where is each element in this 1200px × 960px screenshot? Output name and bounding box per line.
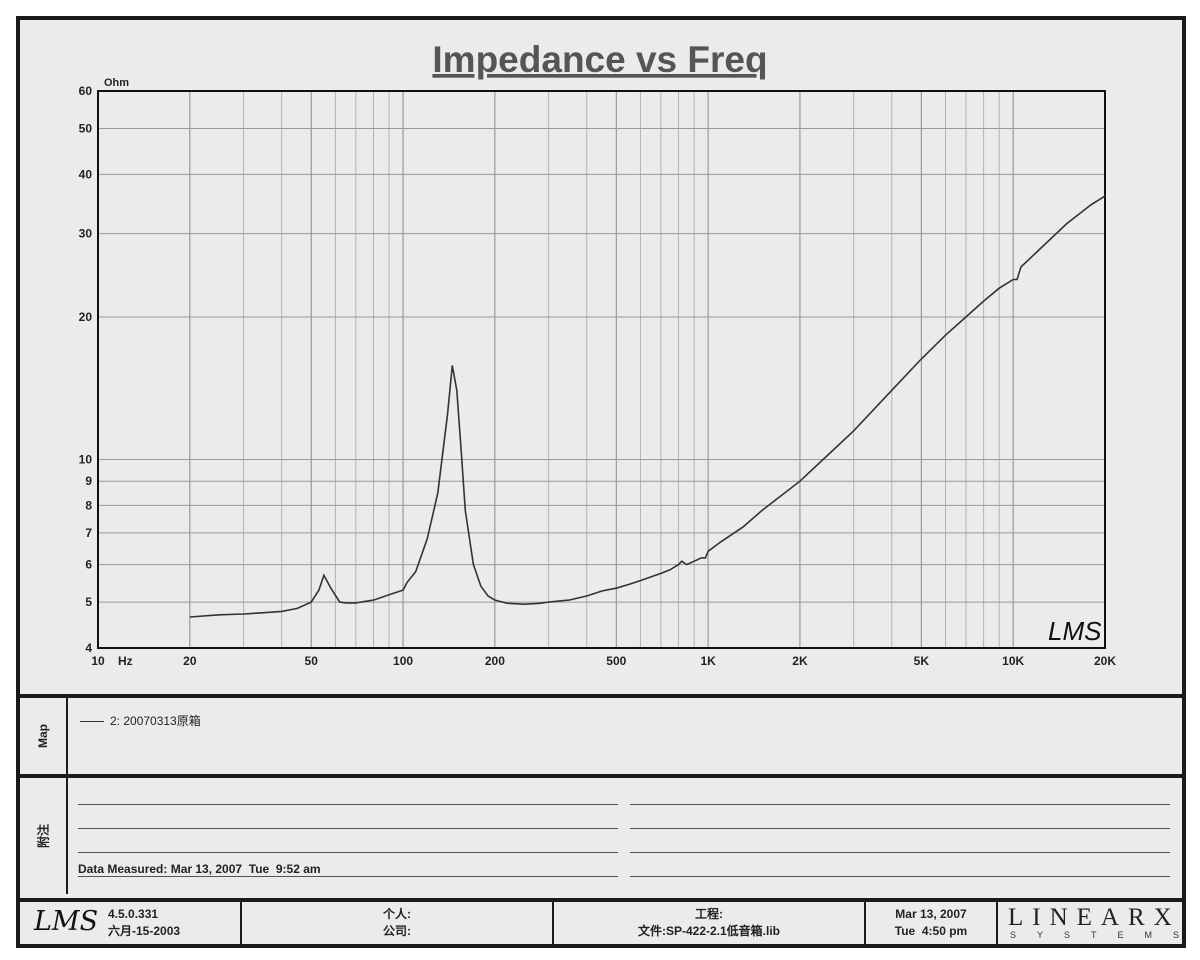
print-time: Tue 4:50 pm [894, 924, 968, 938]
legend-label: 2: 20070313原箱 [110, 714, 201, 728]
map-label: Map [20, 698, 68, 774]
print-date: Mar 13, 2007 [895, 907, 967, 921]
version-date: 六月-15-2003 [108, 924, 181, 938]
note-line [78, 804, 618, 805]
legend-swatch [80, 721, 104, 723]
lms-logo: LMS [34, 906, 99, 937]
y-tick-label: 30 [79, 227, 93, 241]
legend-entry: 2: 20070313原箱 [80, 712, 201, 729]
impedance-curve [189, 195, 1106, 618]
y-tick-label: 10 [79, 453, 93, 467]
footer: LMS 4.5.0.331 六月-15-2003 个人: 公司: 工程: 文件:… [20, 898, 1182, 944]
y-tick-label: 5 [85, 595, 92, 609]
x-tick-labels: 10 20 50 100 200 500 1K 2K 5K 10K 20K [91, 654, 1116, 668]
measured-date: Data Measured: Mar 13, 2007 Tue 9:52 am [78, 862, 321, 876]
map-panel: Map 2: 20070313原箱 [20, 694, 1182, 774]
project-label: 工程: [695, 907, 723, 921]
y-tick-label: 9 [85, 474, 92, 488]
x-axis-unit: Hz [118, 654, 133, 668]
note-line [78, 852, 618, 853]
y-tick-label: 60 [79, 84, 93, 98]
lms-plot-badge: LMS [1048, 616, 1102, 646]
x-tick-label: 50 [305, 654, 319, 668]
y-tick-label: 6 [85, 558, 92, 572]
report-frame: Impedance vs Freq Ohm 4 5 6 7 8 9 10 20 30 40 50 60… [16, 16, 1186, 948]
x-tick-label: 1K [700, 654, 716, 668]
note-line [630, 828, 1170, 829]
y-tick-label: 8 [85, 498, 92, 512]
y-tick-label: 20 [79, 310, 93, 324]
brand-main: LINEARX [1008, 904, 1181, 931]
y-tick-label: 50 [79, 122, 93, 136]
y-tick-label: 4 [85, 641, 92, 655]
company-label: 公司: [383, 924, 411, 938]
notes-panel: 附注 Data Measured: Mar 13, 2007 Tue 9:52 … [20, 774, 1182, 894]
note-line [630, 852, 1170, 853]
x-tick-label: 10K [1002, 654, 1024, 668]
note-line [78, 876, 618, 877]
note-line [630, 804, 1170, 805]
y-tick-label: 40 [79, 167, 93, 181]
x-tick-label: 2K [792, 654, 808, 668]
y-tick-labels: 4 5 6 7 8 9 10 20 30 40 50 60 [79, 84, 93, 655]
y-axis-unit: Ohm [104, 77, 129, 89]
x-tick-label: 100 [393, 654, 413, 668]
x-tick-label: 20 [183, 654, 197, 668]
file-label: 文件:SP-422-2.1低音箱.lib [637, 924, 781, 938]
notes-label: 附注 [20, 778, 68, 894]
y-tick-label: 7 [85, 526, 92, 540]
chart-title: Impedance vs Freq [432, 39, 767, 80]
note-line [78, 828, 618, 829]
person-label: 个人: [383, 907, 411, 921]
impedance-chart: Impedance vs Freq Ohm 4 5 6 7 8 9 10 20 30 40 50 60… [79, 39, 1117, 668]
version-number: 4.5.0.331 [108, 907, 159, 921]
x-tick-label: 5K [914, 654, 930, 668]
footer-project-cell: 工程: 文件:SP-422-2.1低音箱.lib [554, 902, 866, 944]
brand-sub: SYSTEMS [1010, 930, 1200, 940]
footer-person-cell: 个人: 公司: [242, 902, 554, 944]
footer-version-cell: LMS 4.5.0.331 六月-15-2003 [20, 902, 242, 944]
note-line [630, 876, 1170, 877]
x-tick-label: 200 [485, 654, 505, 668]
linearx-logo: LINEARX SYSTEMS [998, 902, 1182, 944]
x-tick-label: 20K [1094, 654, 1116, 668]
x-tick-label: 500 [606, 654, 626, 668]
x-tick-label: 10 [91, 654, 105, 668]
footer-date-cell: Mar 13, 2007 Tue 4:50 pm [866, 902, 998, 944]
grid [98, 91, 1105, 648]
plot-border [97, 90, 1106, 649]
